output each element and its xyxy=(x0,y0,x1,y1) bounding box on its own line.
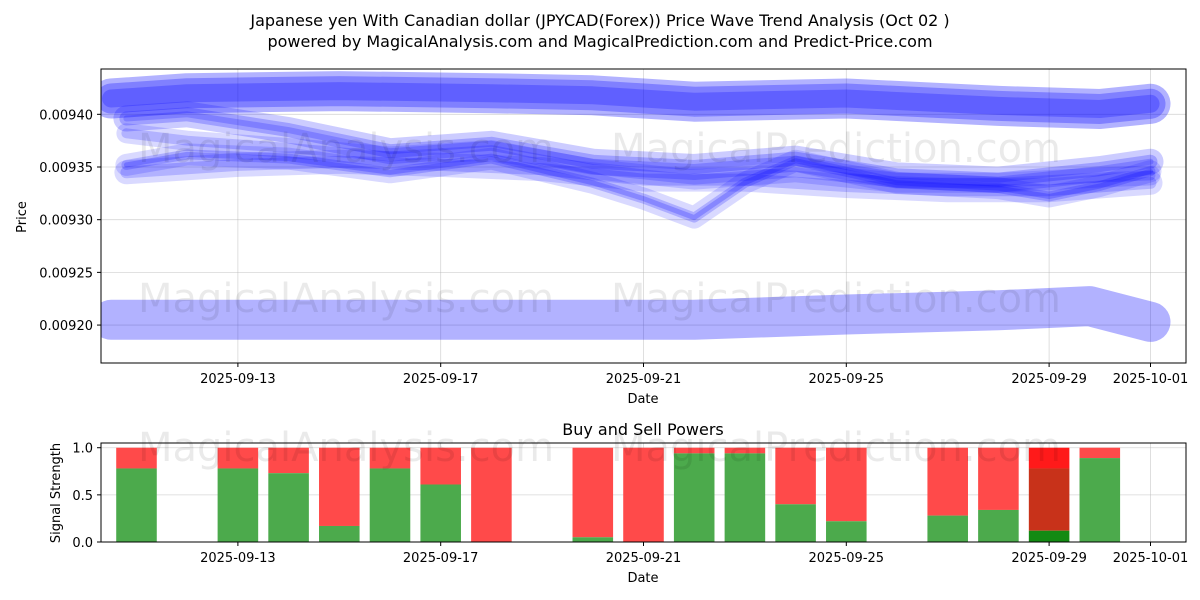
watermark-analysis-bottom: MagicalAnalysis.com xyxy=(138,425,554,471)
sell-power-bar xyxy=(978,447,1019,510)
buy-power-bar xyxy=(673,453,715,542)
buy-power-bar xyxy=(420,484,461,542)
sell-power-bar xyxy=(319,447,360,526)
price-y-tick-label: 0.00920 xyxy=(39,319,93,334)
sell-power-bar xyxy=(572,447,614,538)
buy-power-bar xyxy=(319,525,360,542)
power-y-axis-label: Signal Strength xyxy=(49,443,64,543)
power-y-tick-label: 1.0 xyxy=(72,442,93,457)
buy-power-bar xyxy=(1079,458,1121,542)
buy-power-bar xyxy=(116,468,157,542)
power-x-tick-label: 2025-09-21 xyxy=(606,551,682,566)
price-series-wave-1 xyxy=(123,111,1154,183)
power-y-tick-label: 0.5 xyxy=(72,489,93,504)
price-series-wave-2 xyxy=(121,149,1156,223)
price-series-lower-band xyxy=(101,286,1171,342)
price-series-upper-band xyxy=(101,71,1171,129)
price-chart: MagicalAnalysis.com MagicalPrediction.co… xyxy=(15,68,1189,407)
sell-power-bar xyxy=(724,447,766,454)
buy-power-bar xyxy=(826,521,867,542)
power-x-tick-label: 2025-09-29 xyxy=(1011,551,1087,566)
price-y-axis-label: Price xyxy=(15,201,30,233)
buy-power-bar xyxy=(978,509,1019,542)
sell-power-bar xyxy=(623,447,664,542)
watermark-analysis-mid: MagicalAnalysis.com xyxy=(138,276,554,322)
price-x-tick-label: 2025-09-25 xyxy=(809,372,885,387)
price-x-axis-label: Date xyxy=(627,392,658,407)
sell-power-bar xyxy=(420,447,461,485)
buy-power-bar xyxy=(927,515,968,542)
price-x-tick-label: 2025-09-13 xyxy=(200,372,276,387)
price-series-wave-4 xyxy=(114,149,1163,203)
power-x-tick-label: 2025-09-25 xyxy=(809,551,885,566)
price-series-upper-band xyxy=(102,82,1160,118)
buy-power-bar xyxy=(724,453,766,542)
price-series-wave-1 xyxy=(119,107,1158,187)
watermark-prediction-bottom: MagicalPrediction.com xyxy=(611,425,1061,471)
price-y-tick-label: 0.00925 xyxy=(39,266,93,281)
buy-power-bar xyxy=(572,537,614,542)
buy-power-bar xyxy=(775,504,816,542)
watermark-prediction-top: MagicalPrediction.com xyxy=(611,126,1061,172)
power-chart-title: Buy and Sell Powers xyxy=(562,420,724,439)
figure-title-line-1: Japanese yen With Canadian dollar (JPYCA… xyxy=(249,11,949,30)
buy-power-bar xyxy=(268,473,309,542)
buy-power-bar xyxy=(1028,530,1070,542)
power-x-axis-label: Date xyxy=(627,571,658,586)
sell-power-bar xyxy=(1079,447,1121,459)
sell-power-bar xyxy=(1028,447,1070,469)
power-y-tick-label: 0.0 xyxy=(72,536,93,551)
sell-power-bar xyxy=(927,447,968,516)
price-x-tick-label: 2025-10-01 xyxy=(1113,372,1189,387)
sell-power-bar xyxy=(826,447,867,522)
sell-power-bar xyxy=(471,447,512,542)
price-y-tick-label: 0.00940 xyxy=(39,108,93,123)
price-y-tick-label: 0.00935 xyxy=(39,161,93,176)
watermark-analysis-top: MagicalAnalysis.com xyxy=(138,126,554,172)
figure-title-line-2: powered by MagicalAnalysis.com and Magic… xyxy=(267,32,932,51)
price-y-tick-label: 0.00930 xyxy=(39,214,93,229)
watermark-prediction-mid: MagicalPrediction.com xyxy=(611,276,1061,322)
power-x-tick-label: 2025-09-13 xyxy=(200,551,276,566)
sell-power-bar xyxy=(673,447,715,454)
sell-power-bar xyxy=(116,447,157,469)
price-x-tick-label: 2025-09-21 xyxy=(606,372,682,387)
sell-power-bar xyxy=(369,447,411,469)
buy-power-bar xyxy=(369,468,411,542)
price-series-wave-3 xyxy=(121,128,1156,188)
power-x-tick-label: 2025-09-17 xyxy=(403,551,479,566)
sell-power-bar xyxy=(268,447,309,474)
price-series-wave-4 xyxy=(120,155,1157,197)
price-series-wave-3 xyxy=(116,123,1161,193)
sell-power-bar xyxy=(217,447,259,469)
sell-power-bar xyxy=(775,447,816,505)
price-x-tick-label: 2025-09-17 xyxy=(403,372,479,387)
price-series-wave-1 xyxy=(113,101,1164,193)
price-series-wave-2 xyxy=(115,143,1162,229)
buy-power-bar xyxy=(217,468,259,542)
price-series-wave-2 xyxy=(123,151,1153,221)
sell-power-bar-overlap xyxy=(1028,468,1070,531)
price-series-upper-band xyxy=(101,76,1166,124)
price-x-tick-label: 2025-09-29 xyxy=(1011,372,1087,387)
buy-sell-power-chart: Buy and Sell Powers MagicalAnalysis.com … xyxy=(49,420,1188,586)
power-x-tick-label: 2025-10-01 xyxy=(1113,551,1189,566)
